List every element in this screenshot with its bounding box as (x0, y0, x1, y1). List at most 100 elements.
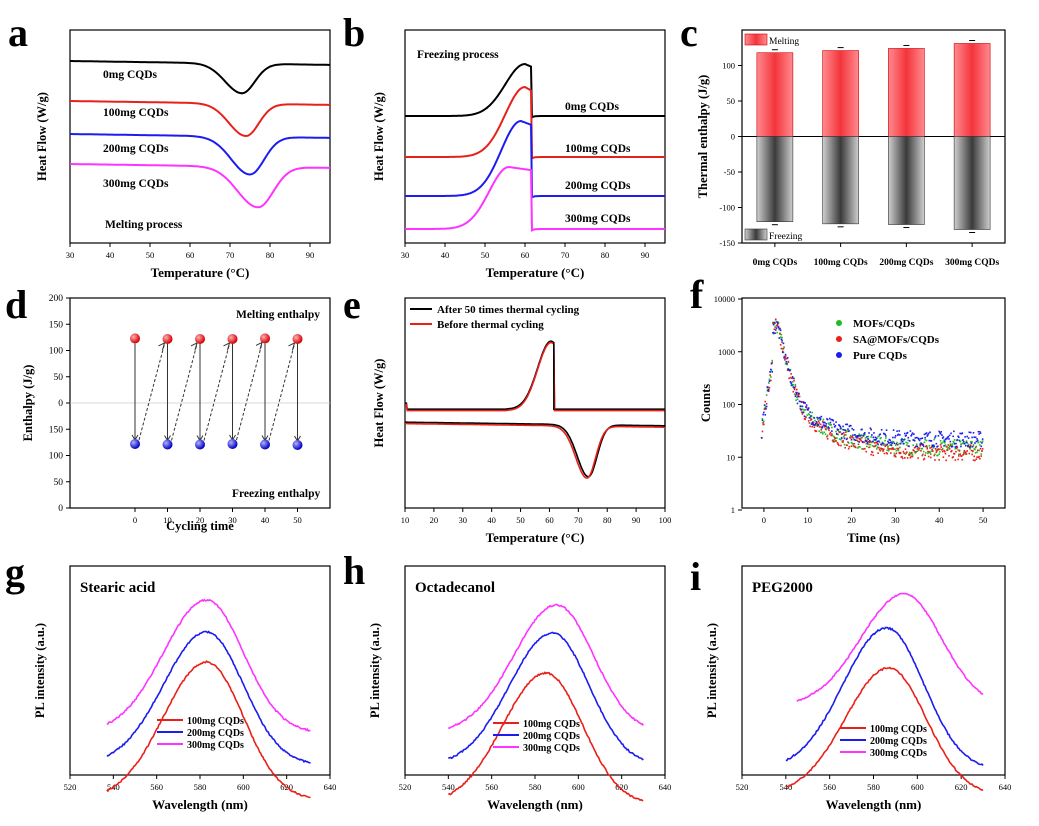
x-tick-label: 50 (516, 515, 525, 525)
decay-point (785, 360, 788, 363)
decay-point (875, 444, 877, 446)
decay-point (949, 444, 952, 447)
decay-point (941, 437, 944, 439)
decay-point (856, 437, 858, 439)
decay-point (920, 443, 923, 446)
y-tick-label: 100 (49, 347, 64, 357)
decay-point (875, 441, 878, 444)
decay-point (889, 439, 891, 442)
x-axis-label: Cycling time (166, 519, 234, 533)
decay-point (784, 355, 787, 357)
decay-point (970, 449, 973, 452)
decay-point (813, 426, 816, 429)
decay-point (882, 450, 884, 452)
decay-point (770, 362, 773, 365)
decay-point (793, 393, 796, 395)
decay-point (927, 452, 929, 455)
y-tick-label: 200 (49, 294, 64, 304)
arrow-head (190, 341, 198, 351)
decay-point (859, 437, 862, 439)
decay-point (837, 443, 839, 446)
decay-point (971, 436, 973, 439)
decay-point (805, 406, 807, 408)
y-tick-label: 100 (49, 452, 64, 462)
decay-point (843, 437, 846, 440)
decay-point (915, 443, 918, 446)
decay-point (978, 449, 980, 452)
melting-point (130, 333, 140, 344)
decay-point (828, 429, 830, 432)
decay-point (951, 443, 954, 445)
decay-point (878, 440, 880, 442)
decay-point (911, 451, 913, 454)
decay-point (870, 428, 872, 431)
melting-point (260, 333, 270, 344)
decay-point (981, 438, 984, 440)
decay-point (829, 431, 832, 434)
decay-point (840, 444, 842, 447)
decay-point (770, 369, 773, 372)
annotation-text: Melting process (105, 219, 183, 231)
decay-point (774, 318, 777, 321)
decay-point (955, 445, 958, 448)
decay-point (937, 448, 940, 451)
decay-point (928, 439, 931, 442)
decay-point (916, 450, 919, 452)
decay-point (965, 441, 968, 444)
decay-point (945, 459, 947, 462)
decay-point (965, 440, 968, 442)
x-axis-label: Wavelength (nm) (152, 797, 248, 812)
decay-point (795, 391, 797, 394)
decay-point (826, 418, 829, 421)
decay-point (776, 324, 778, 326)
decay-point (913, 439, 916, 442)
decay-point (764, 406, 767, 409)
decay-point (774, 326, 776, 328)
decay-point (913, 433, 915, 435)
decay-point (899, 434, 901, 436)
decay-point (911, 452, 913, 455)
decay-point (862, 448, 865, 450)
decay-point (891, 442, 893, 444)
decay-point (939, 444, 942, 446)
panel-a: 30 40 50 60 70 80 90 Temperature (°C) Heat Flow … (35, 29, 331, 280)
decay-point (886, 449, 889, 452)
decay-point (826, 434, 829, 437)
pl-curve-100mg-CQDs (106, 660, 311, 799)
decay-point (820, 429, 823, 431)
decay-point (880, 429, 883, 431)
decay-point (944, 444, 947, 446)
decay-point (953, 441, 955, 443)
legend-label: 100mg CQDs (187, 716, 244, 727)
decay-point (976, 438, 978, 440)
decay-point (771, 371, 774, 373)
decay-point (772, 331, 774, 334)
decay-point (827, 422, 830, 425)
y-tick-label: 0 (58, 399, 63, 409)
decay-point (768, 386, 771, 389)
y-axis-label: Heat Flow (W/g) (372, 92, 386, 181)
x-tick-label: 580 (194, 782, 207, 792)
decay-point (947, 435, 950, 438)
decay-point (771, 361, 774, 364)
decay-point (886, 452, 889, 455)
decay-point (965, 444, 967, 447)
decay-point (789, 381, 792, 383)
decay-point (807, 420, 810, 422)
decay-point (794, 395, 797, 398)
decay-point (948, 438, 950, 440)
x-tick-label: 80 (601, 250, 610, 260)
decay-point (901, 457, 904, 460)
decay-point (895, 449, 898, 452)
decay-point (833, 438, 836, 441)
decay-point (885, 444, 887, 447)
decay-point (869, 441, 872, 443)
series-line-100mg-CQDs (70, 100, 330, 138)
arrow-dashed (138, 343, 165, 441)
decay-point (885, 435, 887, 437)
legend-label: 300mg CQDs (187, 740, 244, 751)
decay-point (762, 421, 764, 424)
decay-point (852, 437, 855, 440)
decay-point (931, 448, 933, 451)
decay-point (819, 431, 822, 434)
